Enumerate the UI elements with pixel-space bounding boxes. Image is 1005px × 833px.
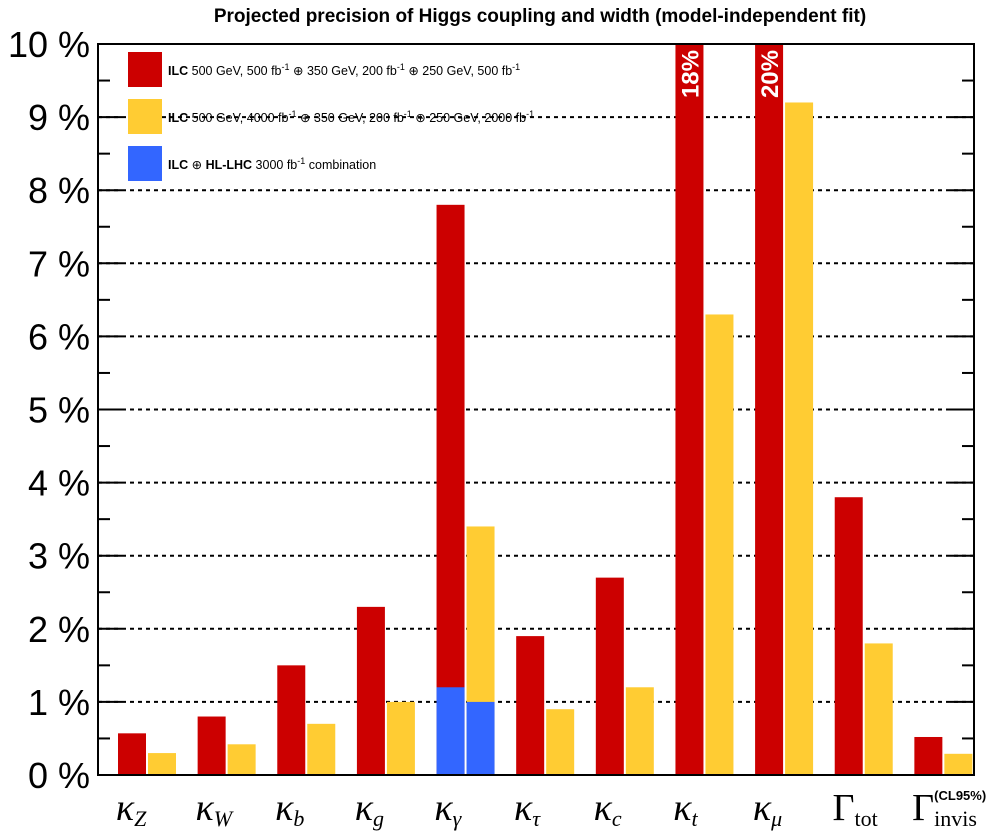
category-sub: Z <box>134 806 147 831</box>
legend-label: ILC 500 GeV, 4000 fb-1 ⊕ 350 GeV, 200 fb… <box>168 109 534 125</box>
bar <box>705 314 734 775</box>
bar <box>277 665 306 775</box>
y-tick-label: 3 % <box>28 536 90 577</box>
y-tick-label: 6 % <box>28 316 90 357</box>
bar <box>755 44 784 775</box>
bar <box>436 204 465 775</box>
legend-label: ILC 500 GeV, 500 fb-1 ⊕ 350 GeV, 200 fb-… <box>168 62 520 78</box>
bar <box>785 102 814 775</box>
category-sub: W <box>214 806 234 831</box>
x-tick-label: κZ <box>116 787 147 831</box>
category-main: κ <box>594 787 613 829</box>
value-label: 18% <box>677 50 704 98</box>
bar <box>436 687 465 775</box>
category-main: κ <box>673 787 692 829</box>
category-main: κ <box>116 787 135 829</box>
bar <box>197 716 226 775</box>
category-sub: tot <box>855 806 878 831</box>
bars <box>118 44 973 775</box>
y-tick-label: 0 % <box>28 755 90 796</box>
x-tick-label: κW <box>195 787 233 831</box>
x-tick-label: κγ <box>434 787 462 831</box>
category-sub: c <box>612 806 622 831</box>
bar <box>227 744 256 775</box>
bar <box>944 753 973 775</box>
y-tick-label: 2 % <box>28 609 90 650</box>
bar <box>864 643 893 775</box>
y-tick-label: 9 % <box>28 97 90 138</box>
bar <box>386 701 415 775</box>
bar <box>148 753 176 775</box>
x-tick-label: Γinvis <box>912 787 977 831</box>
chart-title: Projected precision of Higgs coupling an… <box>214 6 866 27</box>
y-tick-label: 5 % <box>28 390 90 431</box>
category-main: κ <box>195 787 214 829</box>
legend-swatch <box>128 146 162 181</box>
category-sup: (CL95%) <box>934 788 986 803</box>
bar <box>834 497 863 775</box>
category-main: Γ <box>912 787 934 829</box>
bar <box>546 709 575 775</box>
category-sub: invis <box>934 806 977 831</box>
grid <box>98 116 974 703</box>
bar <box>466 701 495 775</box>
y-tick-label: 8 % <box>28 170 90 211</box>
bar <box>595 577 624 775</box>
category-main: Γ <box>833 787 855 829</box>
y-tick-label: 10 % <box>8 24 90 65</box>
category-main: κ <box>355 787 374 829</box>
x-tick-label: κτ <box>514 787 541 831</box>
legend-label: ILC ⊕ HL-LHC 3000 fb-1 combination <box>168 156 376 172</box>
category-sub: μ <box>770 806 782 831</box>
category-sub: g <box>373 806 384 831</box>
axes: 0 % 1 % 2 % 3 % 4 % 5 % 6 % 7 % 8 % 9 % 10 % 18% 20%… <box>8 24 986 831</box>
value-label: 20% <box>757 50 784 98</box>
category-main: κ <box>514 787 533 829</box>
x-tick-label: Γtot <box>833 787 878 831</box>
x-tick-label: κc <box>594 787 622 831</box>
category-main: κ <box>275 787 294 829</box>
category-sub: b <box>293 806 304 831</box>
bar <box>625 687 654 775</box>
category-sub: t <box>692 806 699 831</box>
bar <box>356 606 385 775</box>
category-main: κ <box>434 787 453 829</box>
legend-swatch <box>128 52 162 87</box>
bar <box>307 723 336 775</box>
x-tick-label: κt <box>673 787 698 831</box>
category-sub: γ <box>453 806 463 831</box>
category-main: κ <box>753 787 772 829</box>
bar <box>118 733 146 775</box>
category-sub: τ <box>532 806 541 831</box>
x-tick-label: κb <box>275 787 304 831</box>
y-tick-label: 7 % <box>28 243 90 284</box>
bar <box>914 736 943 775</box>
x-tick-label: κg <box>355 787 384 831</box>
y-tick-label: 4 % <box>28 463 90 504</box>
bar <box>516 636 545 775</box>
x-tick-label: κμ <box>753 787 782 831</box>
bar <box>675 44 704 775</box>
legend-swatch <box>128 99 162 134</box>
y-tick-label: 1 % <box>28 682 90 723</box>
